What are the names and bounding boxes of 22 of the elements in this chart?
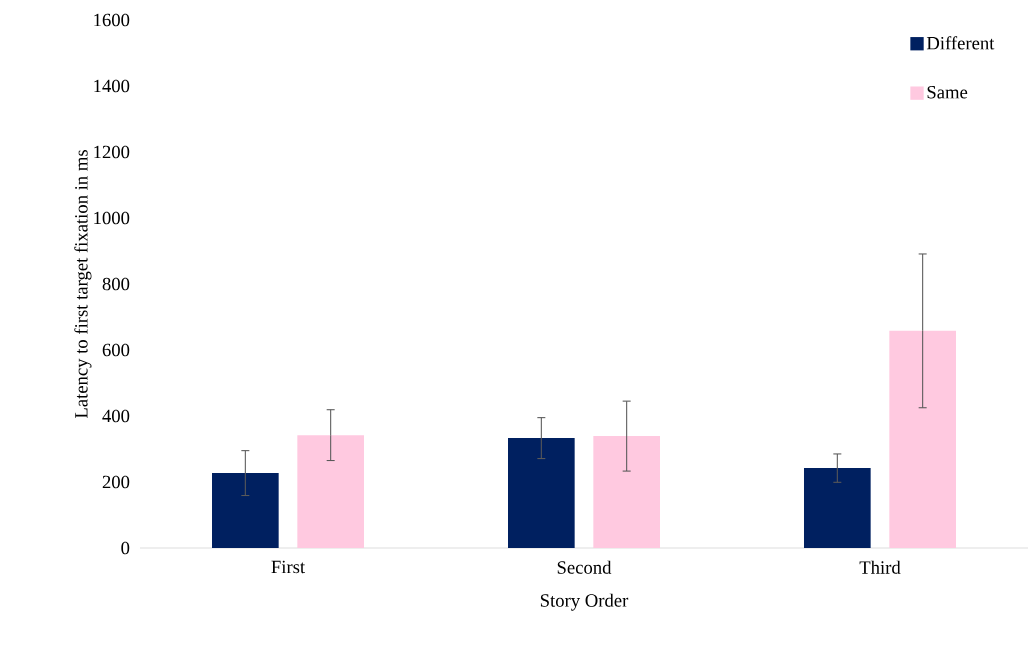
y-tick-label: 1000 bbox=[94, 211, 130, 225]
bar bbox=[593, 436, 660, 548]
y-tick-label: 400 bbox=[102, 409, 130, 423]
legend-label: Different bbox=[926, 36, 995, 50]
x-tick-label: Third bbox=[859, 560, 901, 574]
y-tick-label: 1400 bbox=[94, 79, 130, 93]
y-tick-label: 0 bbox=[121, 541, 130, 555]
x-tick-label: Second bbox=[557, 560, 612, 574]
bar bbox=[889, 330, 956, 548]
y-tick-label: 1200 bbox=[94, 145, 130, 159]
y-axis-title: Latency to first target fixation in ms bbox=[74, 150, 92, 419]
y-tick-label: 1600 bbox=[94, 13, 130, 27]
bar bbox=[297, 435, 364, 548]
y-tick-label: 200 bbox=[102, 475, 130, 489]
legend-label: Same bbox=[927, 85, 968, 99]
y-tick-label: 800 bbox=[102, 277, 130, 291]
bar bbox=[508, 438, 575, 548]
bar bbox=[212, 473, 279, 548]
x-axis-title: Story Order bbox=[540, 593, 629, 611]
x-tick-label: First bbox=[271, 560, 306, 574]
bar bbox=[804, 468, 871, 548]
y-tick-label: 600 bbox=[102, 343, 130, 357]
